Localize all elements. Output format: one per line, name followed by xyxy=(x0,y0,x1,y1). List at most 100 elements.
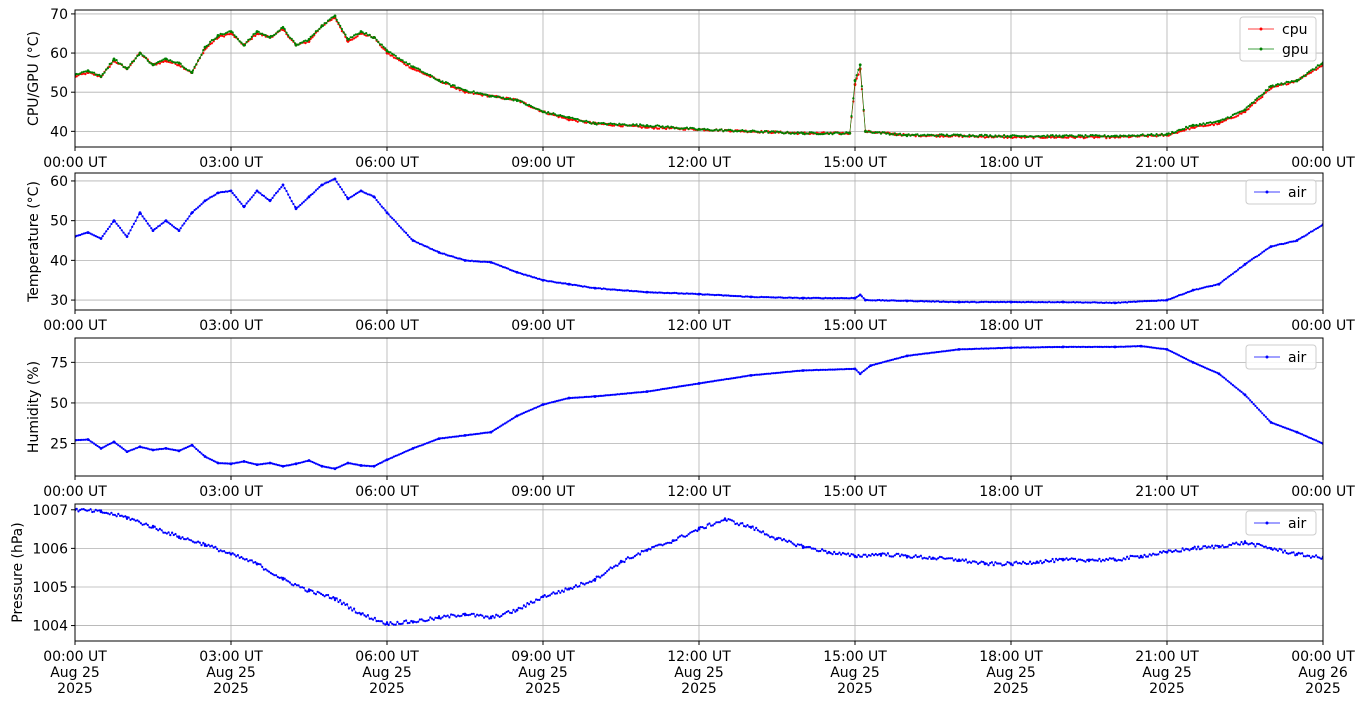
data-point xyxy=(1096,136,1099,139)
data-vertex xyxy=(489,616,493,620)
data-point xyxy=(375,620,378,623)
data-point xyxy=(1074,557,1077,561)
data-point xyxy=(1176,295,1179,298)
data-point xyxy=(1152,346,1155,349)
data-point xyxy=(1141,300,1144,303)
data-point xyxy=(1117,135,1120,138)
data-point xyxy=(1093,559,1096,562)
data-point xyxy=(1318,440,1321,444)
data-vertex xyxy=(1061,558,1065,562)
data-point xyxy=(1285,427,1288,430)
data-point xyxy=(1041,135,1044,138)
data-point xyxy=(618,562,621,565)
data-point xyxy=(446,254,449,257)
data-point xyxy=(770,296,773,299)
data-point xyxy=(420,70,423,73)
data-point xyxy=(86,509,89,512)
data-point xyxy=(1152,134,1155,137)
data-point xyxy=(505,610,508,614)
data-point xyxy=(297,43,300,46)
data-point xyxy=(1228,275,1231,278)
data-point xyxy=(1198,124,1201,127)
data-point xyxy=(793,296,796,299)
data-vertex xyxy=(1061,300,1065,304)
data-point xyxy=(640,290,643,293)
data-vertex xyxy=(463,90,467,94)
data-point xyxy=(210,458,213,461)
data-point xyxy=(292,39,295,42)
data-point xyxy=(704,526,708,530)
data-point xyxy=(805,132,808,135)
data-vertex xyxy=(957,133,961,137)
data-point xyxy=(391,52,394,55)
data-point xyxy=(899,356,902,359)
data-point xyxy=(1283,242,1286,245)
data-point xyxy=(179,65,182,68)
data-point xyxy=(580,396,583,399)
data-point xyxy=(1179,550,1182,553)
data-point xyxy=(1139,300,1143,303)
data-point xyxy=(1141,133,1144,136)
data-point xyxy=(158,527,161,531)
data-point xyxy=(633,555,637,558)
data-point xyxy=(789,540,793,543)
data-point xyxy=(1162,134,1165,137)
data-point xyxy=(1228,381,1231,384)
data-point xyxy=(971,347,975,351)
data-point xyxy=(1027,135,1030,138)
data-point xyxy=(458,257,461,260)
data-point xyxy=(1250,258,1253,261)
data-point xyxy=(895,552,898,556)
data-point xyxy=(323,22,326,25)
data-point xyxy=(1204,545,1207,548)
data-point xyxy=(198,450,201,454)
data-point xyxy=(765,130,768,133)
data-point xyxy=(1013,134,1016,137)
data-point xyxy=(630,557,633,560)
data-point xyxy=(1290,240,1293,243)
data-vertex xyxy=(242,43,246,47)
data-point xyxy=(275,192,278,195)
data-point xyxy=(911,556,914,559)
data-vertex xyxy=(541,278,545,282)
data-point xyxy=(902,299,905,302)
data-point xyxy=(486,431,489,434)
data-point xyxy=(744,525,747,528)
data-point xyxy=(824,368,827,371)
data-point xyxy=(559,591,562,594)
data-point xyxy=(730,129,734,132)
data-point xyxy=(736,376,739,379)
data-point xyxy=(1006,134,1009,138)
data-point xyxy=(233,462,236,465)
data-point xyxy=(1136,300,1139,303)
data-point xyxy=(911,354,914,357)
data-point xyxy=(997,301,1001,304)
data-point xyxy=(434,78,437,81)
data-point xyxy=(1015,346,1018,349)
data-point xyxy=(328,180,331,183)
data-point xyxy=(197,540,200,543)
data-point xyxy=(1280,548,1283,551)
data-point xyxy=(1065,134,1068,137)
data-point xyxy=(134,219,137,222)
data-point xyxy=(512,608,515,611)
x-tick-label: 15:00 UT xyxy=(823,649,887,665)
series-group xyxy=(75,177,1323,305)
data-vertex xyxy=(177,449,181,453)
data-point xyxy=(354,36,357,39)
data-point xyxy=(581,582,585,585)
data-point xyxy=(432,618,435,621)
data-point xyxy=(992,135,995,138)
data-point xyxy=(1048,345,1051,349)
data-point xyxy=(212,459,215,462)
data-point xyxy=(131,225,134,228)
x-tick-label: 21:00 UT xyxy=(1135,649,1199,665)
data-point xyxy=(659,388,663,391)
data-point xyxy=(1070,134,1073,137)
data-point xyxy=(1035,346,1039,349)
data-point xyxy=(928,352,931,355)
data-point xyxy=(1162,347,1165,350)
data-point xyxy=(108,513,111,516)
data-vertex xyxy=(515,270,519,274)
